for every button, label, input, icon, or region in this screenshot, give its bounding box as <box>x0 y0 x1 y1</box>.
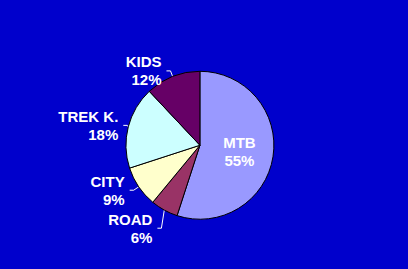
svg-text:MTB: MTB <box>223 134 256 151</box>
svg-text:ROAD: ROAD <box>108 211 152 228</box>
svg-text:55%: 55% <box>224 152 254 169</box>
svg-text:6%: 6% <box>131 229 153 246</box>
svg-text:TREK K.: TREK K. <box>58 108 118 125</box>
svg-text:9%: 9% <box>103 191 125 208</box>
svg-text:18%: 18% <box>88 126 118 143</box>
svg-text:KIDS: KIDS <box>126 53 162 70</box>
svg-text:12%: 12% <box>131 71 161 88</box>
svg-text:CITY: CITY <box>91 173 125 190</box>
